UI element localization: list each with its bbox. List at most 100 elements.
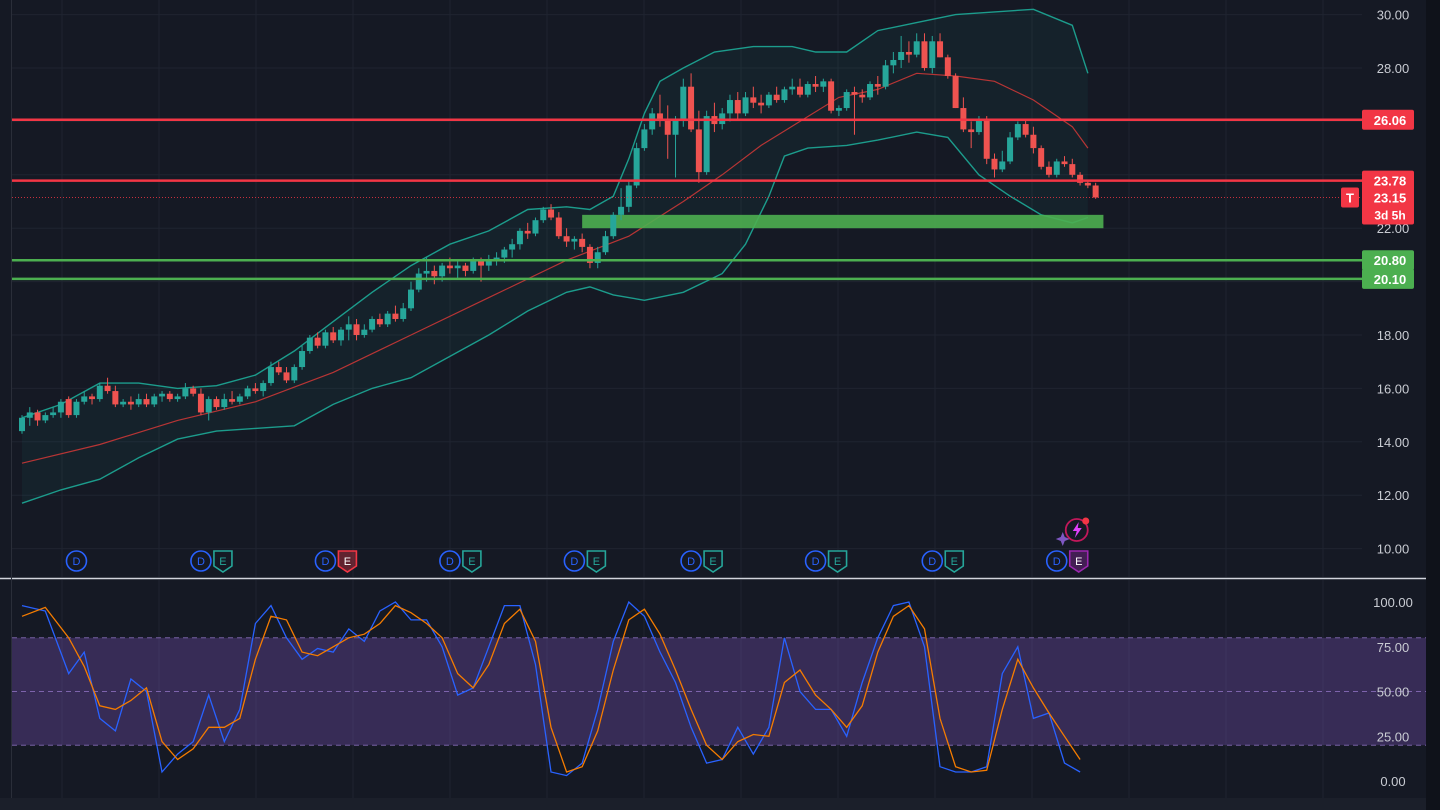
- earnings-icon[interactable]: E: [1068, 550, 1089, 573]
- candle: [765, 92, 772, 109]
- candle: [548, 204, 555, 221]
- dividend-icon-circle: [314, 550, 337, 572]
- earnings-icon[interactable]: E: [827, 550, 848, 573]
- dividend-icon[interactable]: D: [680, 550, 702, 572]
- candle-body: [322, 332, 329, 346]
- price-tags: 26.06 23.78 20.80 20.10 23.15 3d 5h T: [1341, 109, 1414, 289]
- dividend-icon[interactable]: D: [439, 550, 461, 572]
- candle: [983, 116, 990, 165]
- dividend-icon[interactable]: D: [65, 550, 88, 572]
- earnings-icon-shield: [944, 550, 965, 573]
- price-pane-grid: [12, 0, 1362, 577]
- candle-body: [501, 249, 508, 258]
- candle: [190, 385, 197, 397]
- dividend-icon[interactable]: D: [1045, 550, 1068, 572]
- dividend-icon[interactable]: D: [921, 550, 944, 572]
- earnings-icon[interactable]: E: [586, 550, 607, 573]
- candle-body: [361, 329, 368, 335]
- candle-body: [618, 206, 625, 215]
- lightning-alert-icon[interactable]: [1055, 517, 1090, 547]
- candle: [353, 318, 360, 341]
- candle-body: [26, 412, 33, 418]
- earnings-icon[interactable]: E: [703, 550, 723, 573]
- dividend-icon-circle: [65, 550, 88, 572]
- candle: [1053, 158, 1060, 178]
- candle-body: [555, 217, 562, 237]
- candle: [135, 393, 142, 408]
- dividend-icon[interactable]: D: [804, 550, 827, 572]
- candle-body: [439, 265, 446, 277]
- candle-body: [283, 372, 290, 381]
- candle: [205, 396, 212, 421]
- candle-body: [1092, 185, 1099, 198]
- dividend-icon[interactable]: D: [314, 550, 337, 572]
- price-tick-label: 12.00: [1377, 488, 1410, 503]
- candle: [42, 412, 49, 424]
- candle: [151, 393, 158, 408]
- candle: [127, 396, 134, 410]
- lightning-bolt-glyph: [1072, 522, 1082, 538]
- candle: [999, 150, 1006, 173]
- dividend-icon[interactable]: D: [190, 550, 212, 572]
- price-tick-label: 28.00: [1377, 61, 1410, 76]
- candle: [96, 383, 103, 402]
- candle-body: [975, 118, 982, 133]
- candle: [516, 228, 523, 250]
- bollinger-bands: [21, 8, 1089, 504]
- earnings-icon[interactable]: E: [213, 550, 233, 573]
- candle-body: [688, 86, 695, 130]
- level-price-tag: 23.78: [1362, 170, 1414, 191]
- candle-body: [758, 102, 765, 106]
- candle-body: [1061, 161, 1068, 165]
- dividend-icon[interactable]: D: [563, 550, 586, 572]
- candle-body: [384, 313, 391, 325]
- candle-body: [166, 393, 173, 400]
- candle: [540, 206, 547, 223]
- candle-body: [485, 260, 492, 266]
- candle-body: [680, 86, 687, 119]
- candle-body: [1014, 124, 1021, 138]
- candle: [1022, 118, 1029, 138]
- candle-body: [431, 270, 438, 277]
- candle: [867, 81, 874, 101]
- candle: [952, 73, 959, 109]
- time-axis-strip[interactable]: [0, 798, 1426, 810]
- bollinger-lower-line: [21, 131, 1089, 504]
- earnings-icon[interactable]: E: [462, 550, 482, 573]
- candle-body: [423, 270, 430, 274]
- oscillator-axis[interactable]: 100.00 75.00 50.00 25.00 0.00: [1373, 595, 1413, 789]
- candle: [586, 244, 593, 269]
- candle: [913, 33, 920, 58]
- candle: [1014, 121, 1021, 141]
- candle-body: [991, 158, 998, 170]
- earnings-icon-letter: E: [1075, 556, 1082, 568]
- candle-body: [120, 401, 127, 405]
- candle-body: [1007, 137, 1014, 162]
- candle-body: [999, 161, 1006, 170]
- candle: [921, 33, 928, 71]
- level-price-tag: 20.10: [1362, 268, 1414, 289]
- oscillator-tick-label: 50.00: [1377, 685, 1410, 700]
- candle: [229, 391, 236, 405]
- candle-body: [244, 388, 251, 397]
- support-zone-layer[interactable]: [582, 214, 1104, 229]
- earnings-icon-letter: E: [219, 556, 226, 568]
- earnings-icon[interactable]: E: [944, 550, 965, 573]
- candle-body: [182, 388, 189, 397]
- candle-body: [641, 129, 648, 149]
- candle: [50, 407, 57, 418]
- candle: [804, 81, 811, 98]
- price-tick-label: 16.00: [1377, 381, 1410, 396]
- candle: [431, 265, 438, 285]
- right-scrollbar-track[interactable]: [1426, 0, 1440, 810]
- last-price-tag-bg: [1362, 187, 1414, 225]
- candle: [750, 86, 757, 109]
- last-price-tag: 23.15 3d 5h: [1362, 187, 1414, 225]
- dividend-icon-letter: D: [1053, 556, 1061, 568]
- candle-body: [392, 313, 399, 319]
- earnings-icon[interactable]: E: [337, 550, 358, 573]
- horizontal-levels[interactable]: [12, 118, 1362, 281]
- level-price-tag: 26.06: [1362, 109, 1414, 130]
